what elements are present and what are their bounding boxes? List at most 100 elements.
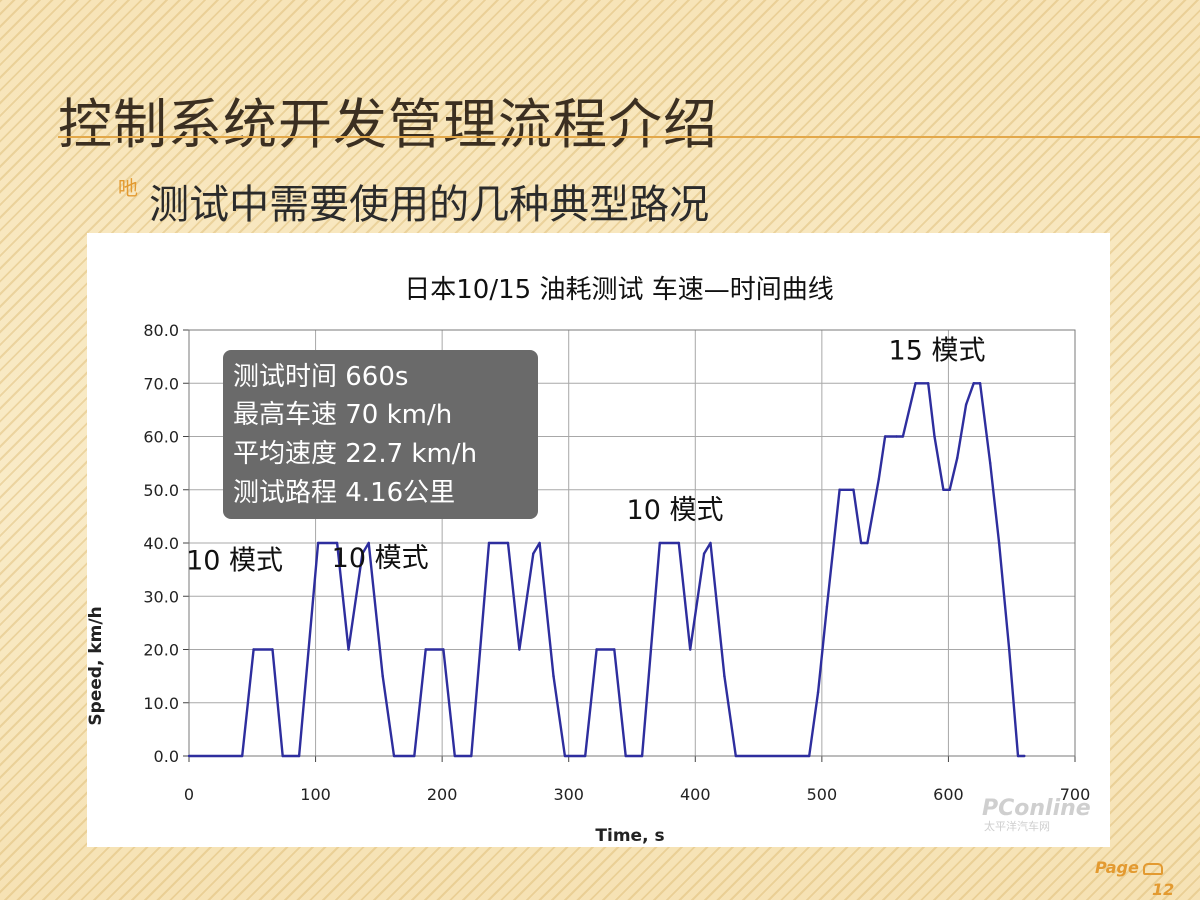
speed-data-point: [381, 674, 384, 678]
speed-data-point: [538, 541, 541, 545]
speed-data-point: [914, 382, 917, 385]
speed-data-point: [852, 488, 855, 491]
mode-annotation: 10 模式: [627, 495, 724, 526]
speed-data-point: [487, 541, 491, 545]
y-tick-label: 80.0: [143, 321, 179, 340]
speed-data-point: [997, 541, 1001, 545]
speed-data-point: [956, 456, 959, 459]
page-label: Page: [1095, 858, 1163, 877]
speed-data-point: [859, 541, 863, 545]
watermark-caption: 太平洋汽车网: [984, 819, 1050, 833]
info-box: 测试时间 660s 最高车速 70 km/h 平均速度 22.7 km/h 测试…: [223, 350, 538, 519]
speed-data-point: [361, 552, 364, 555]
speed-data-point: [240, 754, 244, 758]
x-tick-label: 200: [427, 785, 458, 804]
x-axis-title: Time, s: [595, 826, 664, 846]
x-tick-label: 700: [1060, 785, 1091, 804]
speed-data-point: [702, 552, 706, 555]
subtitle-row: 吔 测试中需要使用的几种典型路况: [118, 172, 709, 230]
speed-data-point: [658, 541, 662, 545]
speed-data-point: [877, 477, 881, 481]
mode-annotation: 15 模式: [889, 335, 986, 366]
page-number: 12: [1152, 880, 1175, 899]
page-icon: [1142, 862, 1163, 875]
y-tick-label: 60.0: [143, 428, 179, 447]
speed-data-point: [838, 488, 841, 491]
info-line-duration: 测试时间 660s: [233, 362, 408, 392]
speed-series-line: [189, 382, 1025, 758]
mode-annotation: 10 模式: [332, 543, 429, 574]
slide-title: 控制系统开发管理流程介绍: [58, 93, 718, 156]
speed-data-point: [689, 648, 692, 651]
speed-data-point: [866, 541, 869, 545]
speed-data-point: [470, 754, 473, 758]
speed-data-point: [825, 605, 829, 609]
speed-data-point: [1007, 648, 1011, 651]
y-axis-title: Speed, km/h: [87, 606, 106, 725]
watermark-logo-text: PConline: [982, 796, 1091, 821]
x-tick-label: 300: [553, 785, 584, 804]
title-divider: [58, 136, 1200, 138]
speed-data-point: [563, 754, 567, 758]
speed-data-point: [187, 754, 191, 758]
speed-data-point: [926, 382, 930, 385]
speed-data-point: [424, 648, 427, 651]
speed-data-point: [883, 435, 887, 438]
x-tick-label: 100: [300, 785, 331, 804]
info-box-background: [223, 350, 538, 519]
speed-data-point: [532, 552, 535, 555]
speed-data-point: [933, 435, 936, 438]
speed-data-point: [895, 435, 898, 438]
speed-data-point: [518, 648, 521, 651]
y-tick-label: 20.0: [143, 641, 179, 660]
speed-data-point: [335, 541, 339, 545]
x-tick-label: 600: [933, 785, 964, 804]
speed-data-point: [972, 382, 975, 385]
speed-data-point: [640, 754, 644, 758]
speed-data-point: [316, 541, 320, 545]
speed-data-point: [392, 754, 396, 758]
speed-data-point: [271, 648, 274, 651]
speed-data-point: [1016, 754, 1020, 758]
y-tick-label: 40.0: [143, 534, 179, 553]
y-tick-label: 0.0: [154, 747, 179, 766]
x-tick-label: 0: [184, 785, 194, 804]
x-tick-label: 500: [807, 785, 838, 804]
info-line-max-speed: 最高车速 70 km/h: [233, 400, 452, 430]
x-tick-label: 400: [680, 785, 711, 804]
info-line-average-speed: 平均速度 22.7 km/h: [233, 439, 477, 469]
speed-data-point: [988, 461, 992, 465]
mode-annotations: 10 模式 10 模式 10 模式 15 模式: [186, 335, 985, 576]
speed-data-point: [624, 754, 627, 758]
speed-data-point: [613, 648, 616, 651]
speed-data-point: [964, 403, 968, 406]
speed-data-point: [978, 382, 982, 385]
speed-data-point: [942, 488, 945, 491]
speed-data-point: [709, 541, 712, 545]
chart-title: 日本10/15 油耗测试 车速—时间曲线: [404, 275, 833, 305]
series-layer: [187, 382, 1026, 758]
chart-panel: 0.0 10.0 20.0 30.0 40.0 50.0 60.0 70.0 80.0 0 100 2…: [87, 233, 1110, 847]
speed-data-point: [816, 690, 820, 694]
speed-data-point: [442, 648, 445, 651]
bullet-icon: 吔: [118, 176, 138, 200]
speed-data-point: [1023, 754, 1026, 758]
speed-data-point: [506, 541, 510, 545]
watermark-logo: PConline 太平洋汽车网: [982, 796, 1091, 833]
speed-data-point: [595, 648, 598, 651]
speed-data-point: [552, 674, 555, 678]
speed-data-point: [252, 648, 255, 651]
y-tick-label: 30.0: [143, 587, 179, 606]
speed-data-point: [723, 674, 726, 678]
speed-data-point: [677, 541, 681, 545]
speed-data-point: [583, 754, 587, 758]
speed-data-point: [281, 754, 284, 758]
speed-data-point: [297, 754, 301, 758]
speed-data-point: [347, 648, 350, 651]
speed-time-chart: 0.0 10.0 20.0 30.0 40.0 50.0 60.0 70.0 80.0 0 100 2…: [87, 275, 1091, 846]
speed-data-point: [808, 754, 811, 758]
y-tick-label: 10.0: [143, 694, 179, 713]
info-line-distance: 测试路程 4.16公里: [233, 478, 455, 508]
speed-data-point: [948, 488, 951, 491]
speed-data-point: [901, 435, 905, 438]
